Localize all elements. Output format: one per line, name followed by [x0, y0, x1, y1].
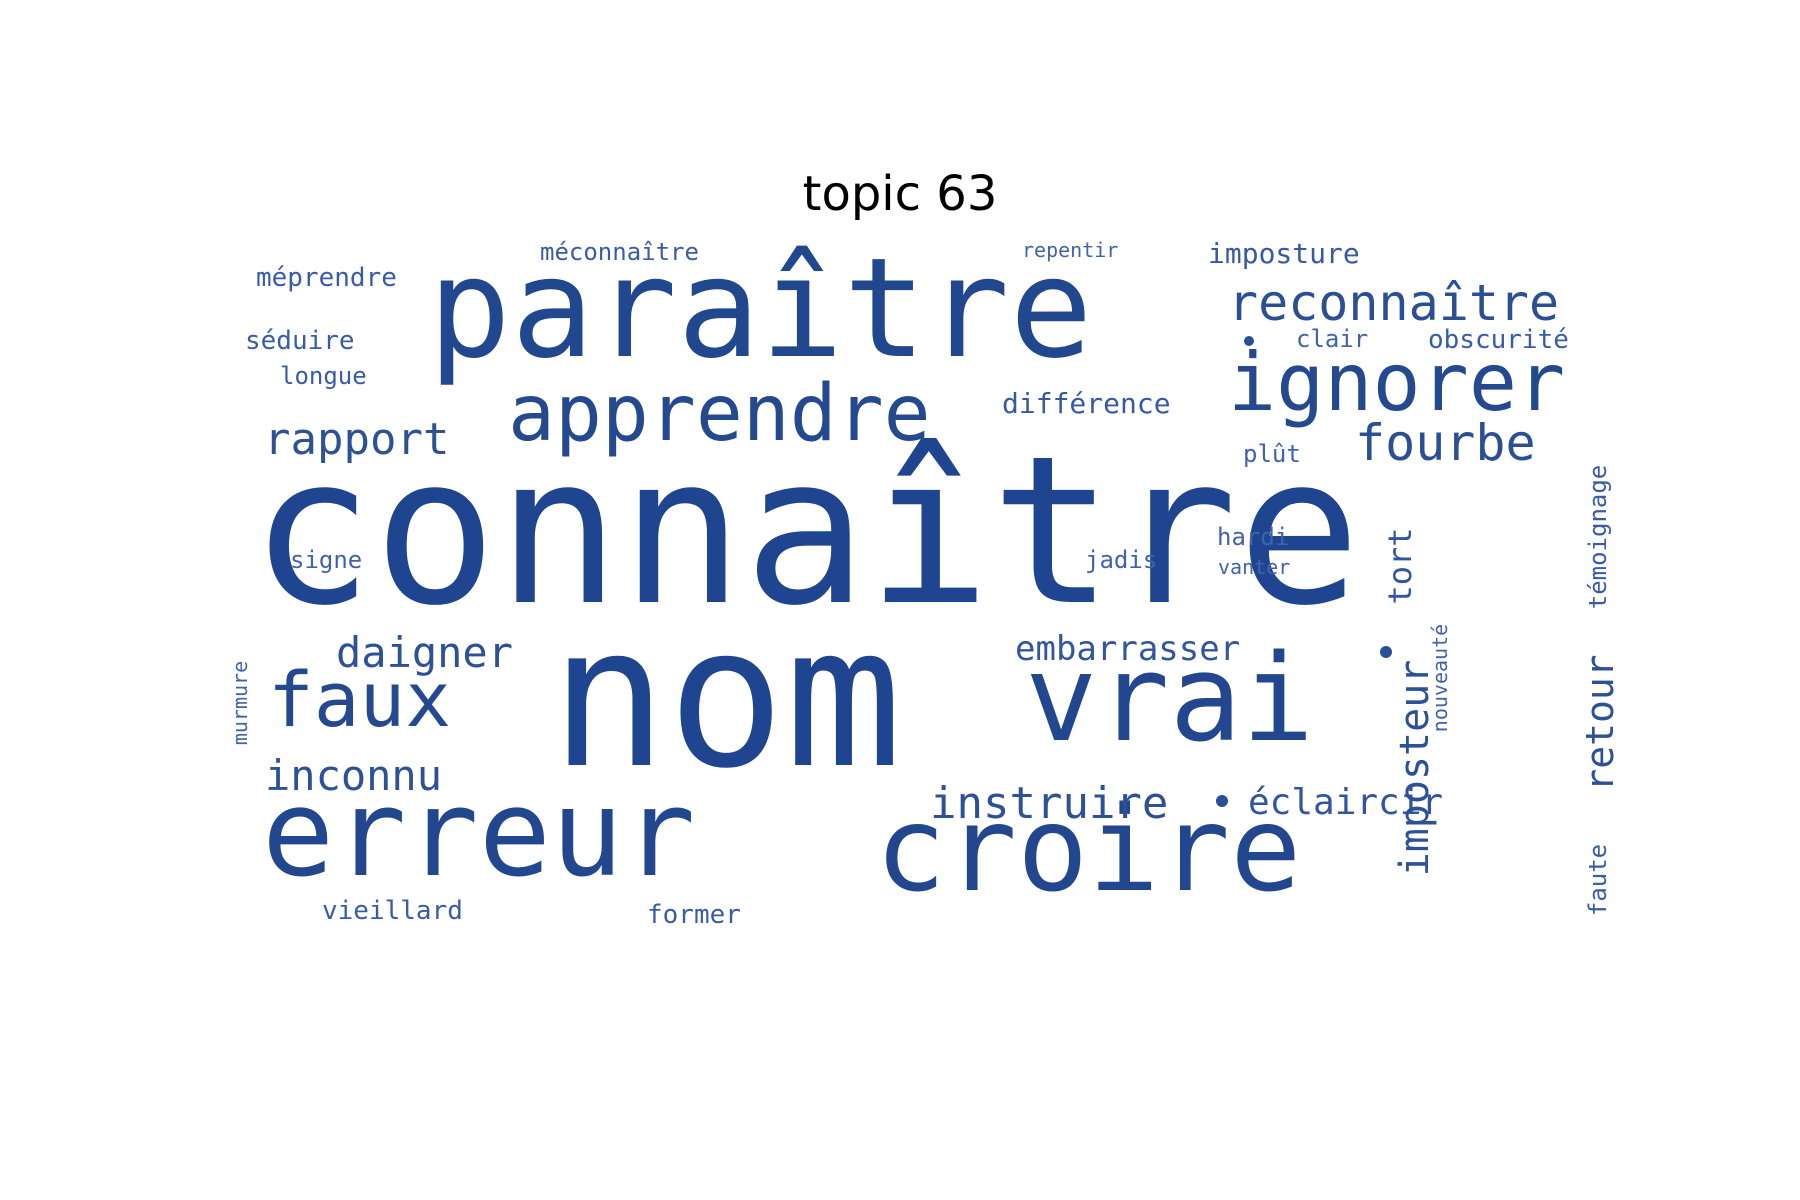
word-seduire: séduire	[245, 326, 355, 356]
word-faux: faux	[268, 655, 452, 744]
word-obscurite: obscurité	[1428, 325, 1569, 355]
word-paraitre: paraître	[428, 228, 1093, 389]
decorative-dot	[1244, 336, 1254, 346]
word-croire: croire	[875, 780, 1302, 918]
word-nom: nom	[550, 584, 903, 811]
word-rapport: rapport	[264, 414, 450, 465]
word-apprendre: apprendre	[508, 369, 931, 459]
word-reconnaitre: reconnaître	[1228, 274, 1560, 332]
word-meprendre: méprendre	[256, 263, 397, 293]
word-vieillard: vieillard	[322, 896, 463, 926]
word-eclaircir: éclaircir	[1248, 782, 1444, 823]
word-erreur: erreur	[262, 765, 696, 904]
word-connaitre: connaître	[250, 413, 1361, 651]
word-retour: retour	[1578, 654, 1622, 792]
word-vrai: vrai	[1025, 630, 1314, 769]
word-signe: signe	[290, 546, 363, 574]
decorative-dot	[1380, 646, 1392, 658]
word-faute: faute	[1584, 843, 1612, 917]
word-embarrasser: embarrasser	[1015, 629, 1241, 669]
word-nouveaute: nouveauté	[1428, 623, 1452, 733]
word-ignorer: ignorer	[1228, 336, 1566, 429]
word-imposture: imposture	[1208, 237, 1360, 270]
word-tort: tort	[1381, 527, 1419, 605]
word-instruire: instruire	[930, 778, 1169, 829]
word-longue: longue	[280, 362, 367, 390]
word-plut: plût	[1243, 440, 1301, 468]
word-daigner: daigner	[336, 628, 514, 677]
word-vanter: vanter	[1218, 555, 1291, 579]
word-repentir: repentir	[1022, 238, 1119, 262]
word-fourbe: fourbe	[1355, 414, 1536, 472]
word-inconnu: inconnu	[265, 751, 443, 800]
word-difference: différence	[1002, 387, 1171, 420]
word-clair: clair	[1296, 325, 1369, 353]
chart-title: topic 63	[802, 166, 998, 222]
word-meconnaitre: méconnaître	[540, 238, 699, 266]
word-murmure: murmure	[228, 660, 252, 746]
word-jadis: jadis	[1085, 546, 1158, 574]
decorative-dot	[1216, 795, 1228, 807]
word-former: former	[647, 900, 741, 930]
word-hardi: hardi	[1217, 523, 1290, 551]
word-temoignage: témoignage	[1584, 464, 1612, 610]
